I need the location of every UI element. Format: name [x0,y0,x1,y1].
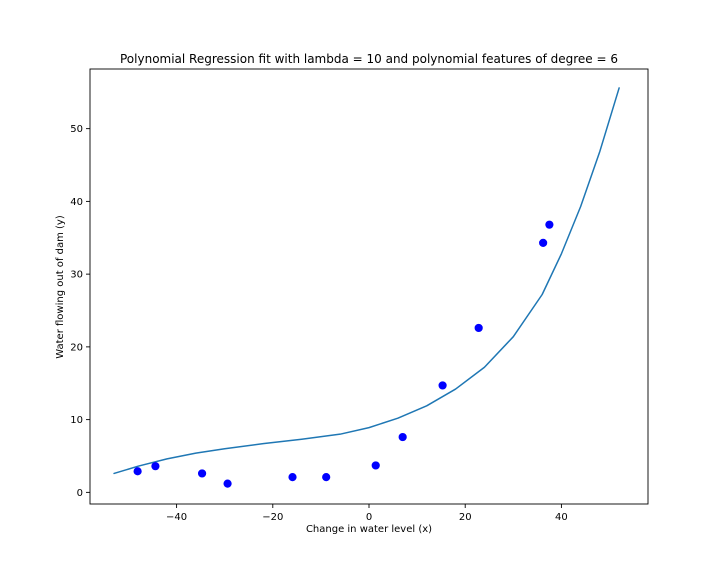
data-point-12 [545,220,554,229]
data-point-10 [474,323,483,333]
y-tick-label: 0 [77,488,83,499]
scatter-layer [133,220,554,488]
x-axis-label: Change in water level (x) [306,524,432,535]
plot-area [89,68,649,505]
data-point-8 [398,432,407,442]
data-point-7 [371,461,380,470]
x-tick-label: 40 [555,512,568,523]
y-tick-label: 40 [70,197,83,208]
data-point-6 [322,472,331,482]
x-axis: −40 −20 0 20 40 [166,504,568,523]
data-point-9 [438,381,447,390]
x-tick-label: −40 [166,512,187,523]
fit-curve [113,87,620,475]
y-tick-label: 20 [70,342,83,353]
y-tick-label: 10 [70,415,83,426]
data-point-11 [539,238,548,247]
data-point-2 [151,462,160,471]
y-axis: 0 10 20 30 40 50 [70,124,90,499]
data-point-3 [197,469,207,478]
x-tick-label: 0 [366,512,372,523]
y-tick-label: 30 [70,270,83,281]
data-point-5 [288,472,297,482]
x-tick-label: −20 [262,512,283,523]
data-point-4 [223,479,232,488]
x-tick-label: 20 [459,512,472,523]
chart-title: Polynomial Regression fit with lambda = … [120,52,618,66]
fit-line-layer [113,87,620,475]
data-point-1 [133,467,142,476]
y-axis-label: Water flowing out of dam (y) [55,215,66,359]
plot-frame [90,69,648,504]
y-tick-label: 50 [70,124,83,135]
